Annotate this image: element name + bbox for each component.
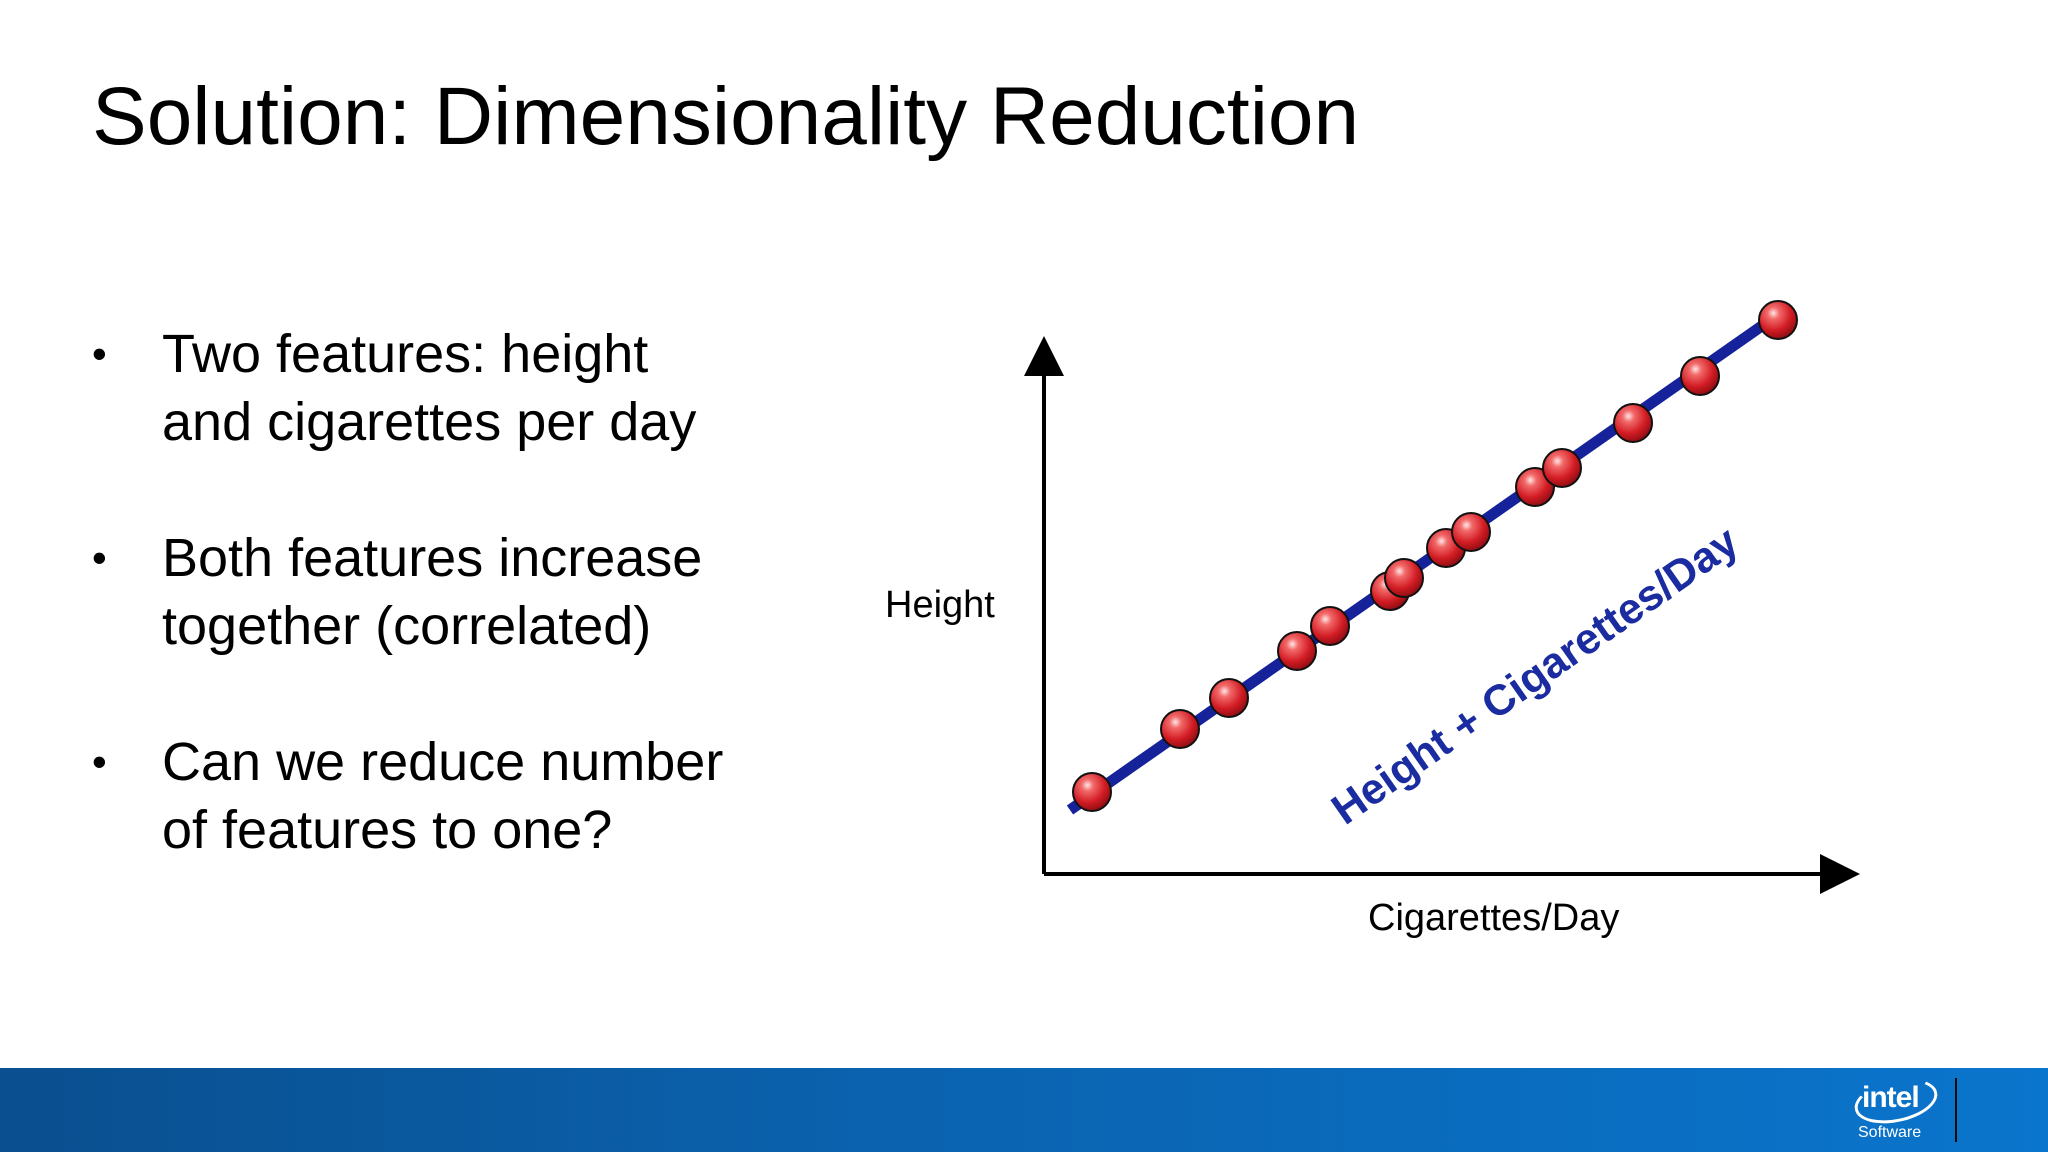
footer-divider <box>1955 1078 1957 1142</box>
bullet-item: • Two features: height and cigarettes pe… <box>92 320 812 456</box>
x-axis-label: Cigarettes/Day <box>1368 897 1619 939</box>
bullet-text-line1: Both features increase <box>162 528 703 588</box>
bullet-list: • Two features: height and cigarettes pe… <box>92 320 812 932</box>
data-point <box>1758 300 1798 340</box>
data-point <box>1072 772 1112 812</box>
bullet-dot-icon: • <box>92 738 107 785</box>
y-axis-label: Height <box>885 584 995 626</box>
bullet-text-line2: of features to one? <box>162 800 613 860</box>
bullet-dot-icon: • <box>92 534 107 581</box>
intel-logo-subtext: Software <box>1858 1124 1922 1141</box>
data-point <box>1451 512 1491 552</box>
data-point <box>1613 403 1653 443</box>
intel-logo: intel Software <box>1850 1071 1942 1146</box>
bullet-text-line1: Two features: height <box>162 324 649 384</box>
data-point <box>1384 558 1424 598</box>
slide-title: Solution: Dimensionality Reduction <box>92 71 1360 162</box>
trend-line-label: Height + Cigarettes/Day <box>1323 517 1747 834</box>
footer-bar <box>0 1068 2048 1152</box>
bullet-item: • Both features increase together (corre… <box>92 524 812 660</box>
bullet-text-line1: Can we reduce number <box>162 732 724 792</box>
data-points <box>1072 300 1798 812</box>
data-point <box>1310 606 1350 646</box>
bullet-text-line2: and cigarettes per day <box>162 392 697 452</box>
data-point <box>1277 631 1317 671</box>
data-point <box>1209 678 1249 718</box>
bullet-text-line2: together (correlated) <box>162 596 652 656</box>
data-point <box>1680 356 1720 396</box>
bullet-item: • Can we reduce number of features to on… <box>92 728 812 864</box>
data-point <box>1160 709 1200 749</box>
intel-logo-text: intel <box>1862 1081 1920 1114</box>
data-point <box>1542 448 1582 488</box>
bullet-dot-icon: • <box>92 330 107 377</box>
